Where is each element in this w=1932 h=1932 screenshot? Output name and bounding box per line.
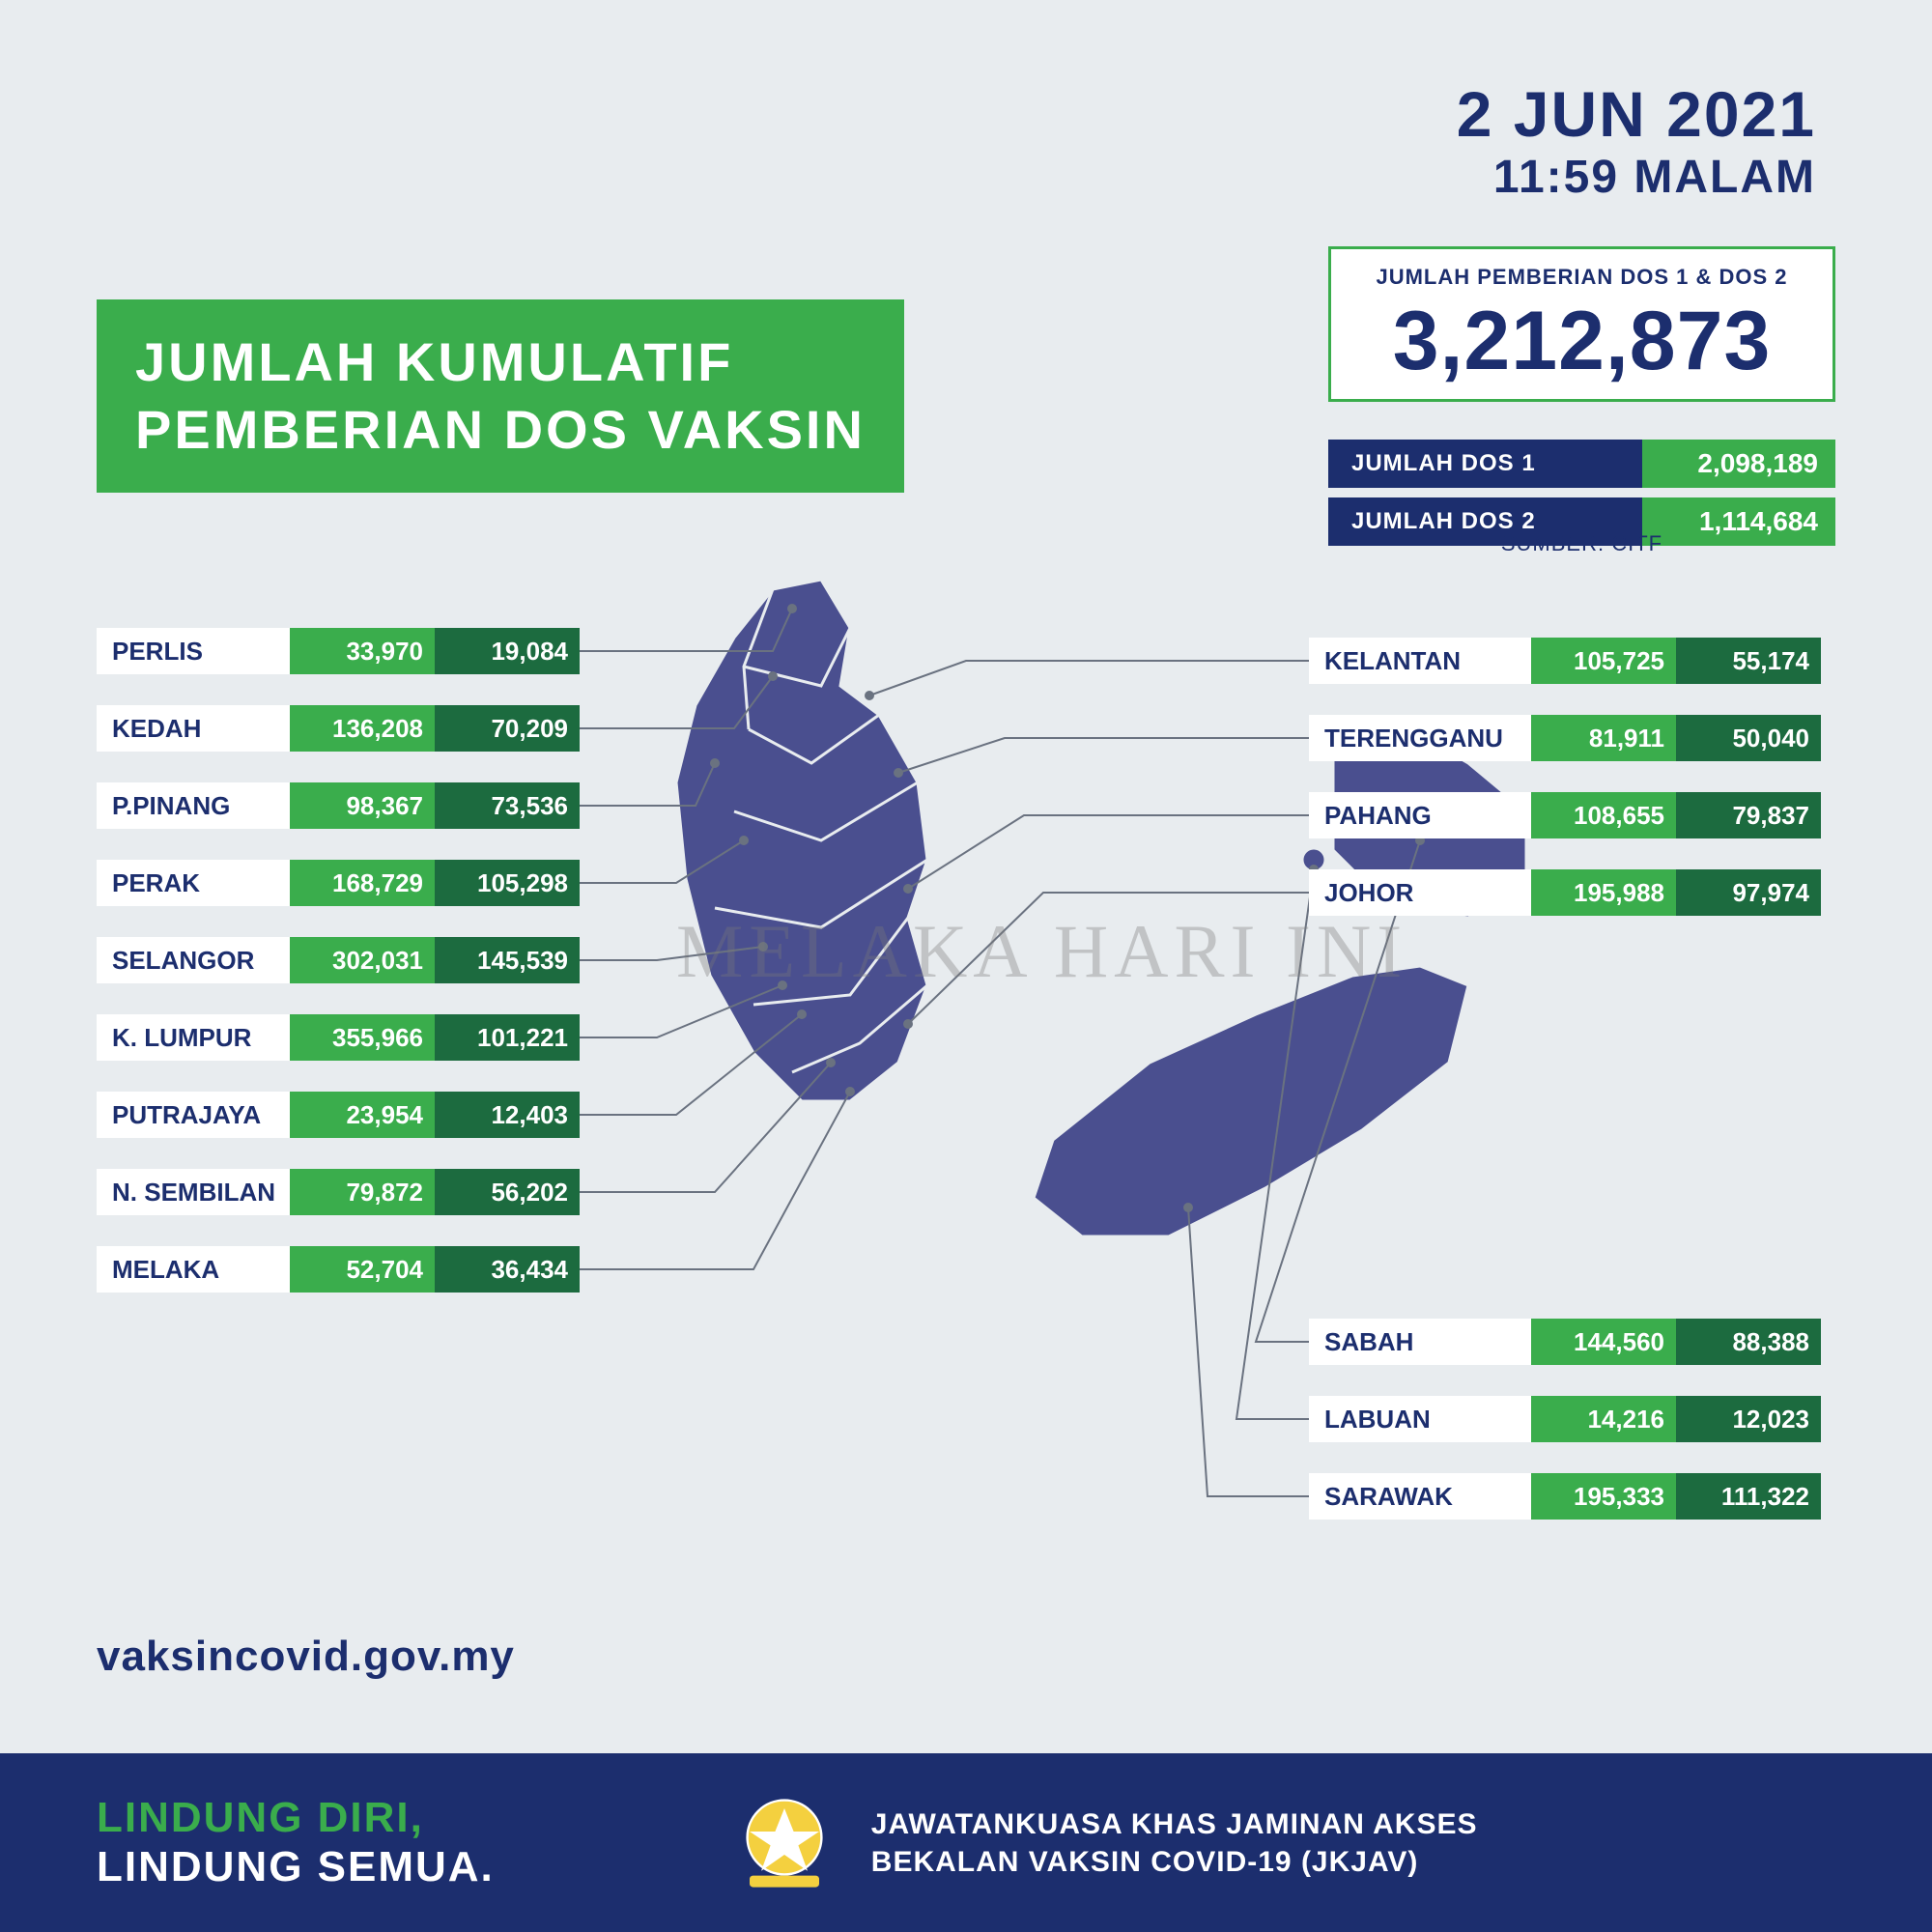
state-name: JOHOR <box>1309 869 1531 916</box>
state-name: KEDAH <box>97 705 290 752</box>
state-row: P.PINANG98,36773,536 <box>97 782 580 829</box>
state-dose1: 355,966 <box>290 1014 435 1061</box>
dose1-value: 2,098,189 <box>1642 440 1835 488</box>
state-dose2: 12,023 <box>1676 1396 1821 1442</box>
state-dose1: 79,872 <box>290 1169 435 1215</box>
dose1-row: JUMLAH DOS 1 2,098,189 <box>1328 440 1835 488</box>
state-row: TERENGGANU81,91150,040 <box>1309 715 1821 761</box>
state-dose2: 101,221 <box>435 1014 580 1061</box>
state-dose1: 108,655 <box>1531 792 1676 838</box>
state-dose1: 168,729 <box>290 860 435 906</box>
state-dose2: 111,322 <box>1676 1473 1821 1520</box>
slogan: LINDUNG DIRI, LINDUNG SEMUA. <box>97 1794 495 1891</box>
source-text: SUMBER: CITF <box>1328 531 1835 556</box>
state-dose1: 302,031 <box>290 937 435 983</box>
org-name: JAWATANKUASA KHAS JAMINAN AKSES BEKALAN … <box>871 1805 1478 1881</box>
state-row: SABAH144,56088,388 <box>1309 1319 1821 1365</box>
state-name: MELAKA <box>97 1246 290 1293</box>
state-dose2: 70,209 <box>435 705 580 752</box>
state-row: JOHOR195,98897,974 <box>1309 869 1821 916</box>
state-dose2: 36,434 <box>435 1246 580 1293</box>
state-dose2: 50,040 <box>1676 715 1821 761</box>
state-dose1: 144,560 <box>1531 1319 1676 1365</box>
website-url: vaksincovid.gov.my <box>97 1633 515 1681</box>
crest-icon <box>726 1785 842 1901</box>
state-name: KELANTAN <box>1309 638 1531 684</box>
state-dose2: 88,388 <box>1676 1319 1821 1365</box>
slogan-line-1: LINDUNG DIRI, <box>97 1794 495 1843</box>
state-row: PERAK168,729105,298 <box>97 860 580 906</box>
state-row: PUTRAJAYA23,95412,403 <box>97 1092 580 1138</box>
state-dose1: 52,704 <box>290 1246 435 1293</box>
state-name: LABUAN <box>1309 1396 1531 1442</box>
slogan-line-2: LINDUNG SEMUA. <box>97 1843 495 1892</box>
org-line-1: JAWATANKUASA KHAS JAMINAN AKSES <box>871 1805 1478 1843</box>
state-row: KELANTAN105,72555,174 <box>1309 638 1821 684</box>
state-name: PUTRAJAYA <box>97 1092 290 1138</box>
state-row: MELAKA52,70436,434 <box>97 1246 580 1293</box>
dose-rows: JUMLAH DOS 1 2,098,189 JUMLAH DOS 2 1,11… <box>1328 430 1835 546</box>
state-name: PAHANG <box>1309 792 1531 838</box>
state-name: PERAK <box>97 860 290 906</box>
date-text: 2 JUN 2021 <box>1457 77 1816 151</box>
state-dose2: 56,202 <box>435 1169 580 1215</box>
state-row: K. LUMPUR355,966101,221 <box>97 1014 580 1061</box>
state-name: N. SEMBILAN <box>97 1169 290 1215</box>
state-name: SELANGOR <box>97 937 290 983</box>
state-row: SELANGOR302,031145,539 <box>97 937 580 983</box>
title-line-1: JUMLAH KUMULATIF <box>135 328 866 396</box>
footer: LINDUNG DIRI, LINDUNG SEMUA. JAWATANKUAS… <box>0 1753 1932 1932</box>
state-dose1: 23,954 <box>290 1092 435 1138</box>
state-dose1: 105,725 <box>1531 638 1676 684</box>
state-dose1: 136,208 <box>290 705 435 752</box>
state-dose2: 145,539 <box>435 937 580 983</box>
total-label: JUMLAH PEMBERIAN DOS 1 & DOS 2 <box>1331 265 1833 290</box>
state-dose1: 81,911 <box>1531 715 1676 761</box>
state-dose2: 12,403 <box>435 1092 580 1138</box>
state-dose1: 14,216 <box>1531 1396 1676 1442</box>
state-dose1: 195,988 <box>1531 869 1676 916</box>
org-line-2: BEKALAN VAKSIN COVID-19 (JKJAV) <box>871 1843 1478 1881</box>
state-name: PERLIS <box>97 628 290 674</box>
state-name: K. LUMPUR <box>97 1014 290 1061</box>
state-dose1: 98,367 <box>290 782 435 829</box>
state-dose2: 73,536 <box>435 782 580 829</box>
state-row: LABUAN14,21612,023 <box>1309 1396 1821 1442</box>
title-line-2: PEMBERIAN DOS VAKSIN <box>135 396 866 464</box>
state-row: PERLIS33,97019,084 <box>97 628 580 674</box>
malaysia-map <box>599 560 1546 1449</box>
state-dose2: 19,084 <box>435 628 580 674</box>
watermark: MELAKA HARI INI <box>676 908 1407 995</box>
state-row: PAHANG108,65579,837 <box>1309 792 1821 838</box>
total-panel: JUMLAH PEMBERIAN DOS 1 & DOS 2 3,212,873 <box>1328 246 1835 402</box>
time-text: 11:59 MALAM <box>1457 151 1816 204</box>
state-dose1: 33,970 <box>290 628 435 674</box>
state-dose2: 79,837 <box>1676 792 1821 838</box>
state-dose1: 195,333 <box>1531 1473 1676 1520</box>
state-row: KEDAH136,20870,209 <box>97 705 580 752</box>
total-value: 3,212,873 <box>1331 294 1833 389</box>
title: JUMLAH KUMULATIF PEMBERIAN DOS VAKSIN <box>97 299 904 493</box>
state-dose2: 55,174 <box>1676 638 1821 684</box>
dose1-label: JUMLAH DOS 1 <box>1328 440 1642 488</box>
state-name: TERENGGANU <box>1309 715 1531 761</box>
state-name: P.PINANG <box>97 782 290 829</box>
state-dose2: 105,298 <box>435 860 580 906</box>
header-date: 2 JUN 2021 11:59 MALAM <box>1457 77 1816 204</box>
state-row: N. SEMBILAN79,87256,202 <box>97 1169 580 1215</box>
state-name: SABAH <box>1309 1319 1531 1365</box>
state-name: SARAWAK <box>1309 1473 1531 1520</box>
state-dose2: 97,974 <box>1676 869 1821 916</box>
state-row: SARAWAK195,333111,322 <box>1309 1473 1821 1520</box>
